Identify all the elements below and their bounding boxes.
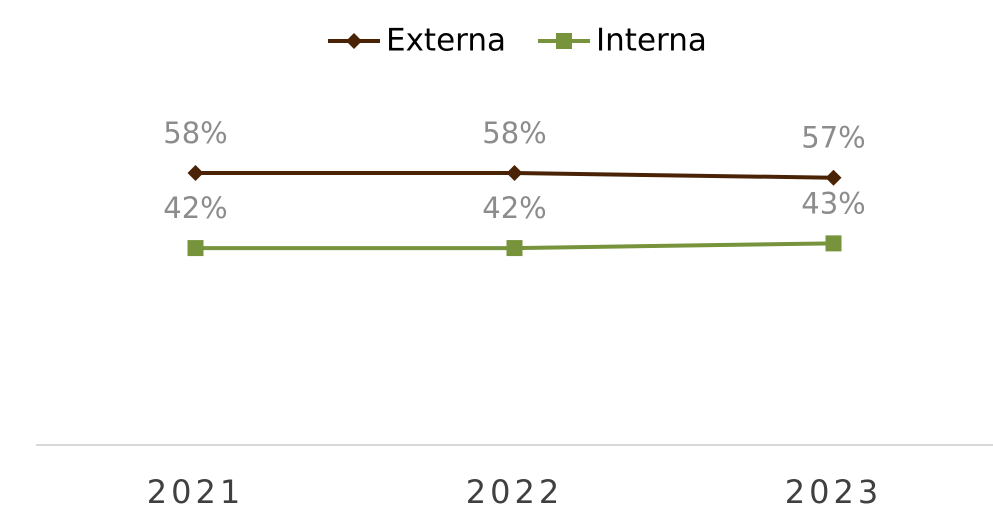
point-marker (825, 235, 842, 252)
data-label: 58% (482, 116, 546, 150)
data-label: 58% (163, 116, 227, 150)
legend-marker (556, 33, 573, 49)
x-tick-label: 2023 (785, 473, 882, 511)
point-marker (825, 169, 842, 186)
legend-label: Externa (386, 23, 506, 59)
point-marker (506, 240, 523, 257)
legend-label: Interna (596, 23, 707, 59)
data-label: 57% (801, 121, 865, 155)
data-label: 42% (163, 191, 227, 225)
x-tick-label: 2022 (466, 473, 563, 511)
x-tick-label: 2021 (147, 473, 244, 511)
legend-marker (346, 33, 362, 49)
data-label: 42% (482, 191, 546, 225)
point-marker (506, 165, 523, 182)
point-marker (187, 165, 204, 182)
point-marker (187, 240, 204, 257)
data-label: 43% (801, 186, 865, 220)
